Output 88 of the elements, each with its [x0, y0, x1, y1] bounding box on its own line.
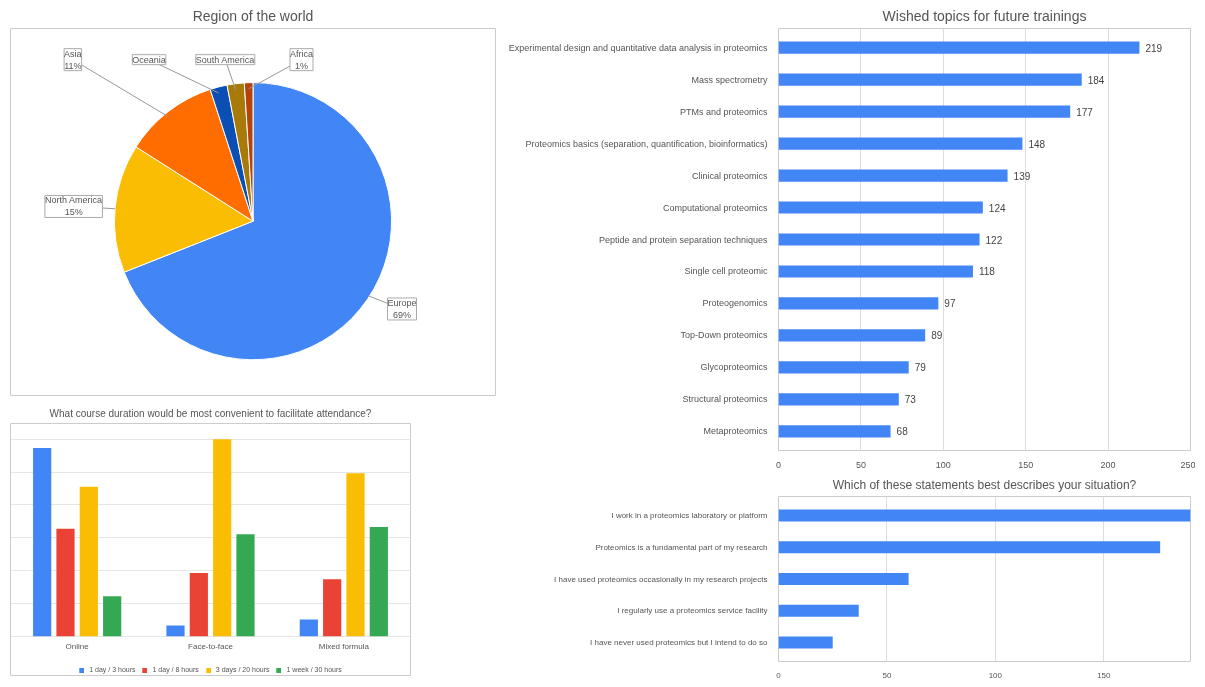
x-tick-label: 250	[1180, 459, 1196, 470]
bar	[778, 636, 833, 649]
x-tick-label: 0	[776, 670, 782, 680]
bar	[299, 619, 318, 637]
bar	[778, 105, 1071, 118]
data-label: 148	[1028, 138, 1046, 150]
data-label: 73	[904, 394, 917, 406]
data-label: 122	[985, 234, 1003, 246]
data-label: 97	[944, 298, 956, 310]
y-tick-label: Experimental design and quantitative data analysis in proteomics	[508, 42, 768, 53]
bar	[346, 473, 365, 637]
slice-label: Europe	[387, 297, 417, 308]
bar	[79, 486, 98, 637]
bar	[778, 265, 973, 278]
y-tick-label: Peptide and protein separation techniques	[598, 234, 768, 245]
chart-title: Wished topics for future trainings	[882, 7, 1087, 24]
bar	[778, 572, 909, 586]
x-tick-label: Mixed formula	[318, 642, 370, 652]
y-tick-label: Glycoproteomics	[700, 362, 768, 373]
x-tick-label: 150	[1018, 459, 1034, 470]
data-label: 1%	[295, 60, 309, 71]
y-tick-label: Proteomics basics (separation, quantification, bioinformatics)	[525, 138, 768, 149]
data-label: 184	[1087, 74, 1105, 86]
y-tick-label: Top-Down proteomics	[680, 330, 768, 341]
chart-title: Which of these statements best describes your situation?	[832, 477, 1137, 492]
y-tick-label: Proteomics is a fundamental part of my research	[595, 542, 768, 552]
bar	[778, 297, 939, 310]
slice-label: Asia	[64, 48, 82, 59]
y-tick-label: I regularly use a proteomics service facility	[617, 606, 768, 616]
data-label: 118	[978, 266, 996, 278]
data-label: 68	[896, 426, 909, 438]
bar	[103, 596, 122, 637]
slice-label: North America	[44, 195, 102, 206]
y-tick-label: PTMs and proteomics	[679, 106, 768, 117]
data-label: 79	[914, 362, 927, 374]
bar	[778, 169, 1008, 182]
data-label: 219	[1145, 42, 1163, 54]
x-tick-label: 0	[776, 459, 782, 470]
y-tick-label: Mass spectrometry	[691, 74, 768, 85]
x-tick-label: Face-to-face	[188, 642, 234, 652]
data-label: 69%	[392, 309, 411, 320]
y-tick-label: Structural proteomics	[682, 394, 768, 405]
bar	[778, 509, 1191, 522]
chart-title: Region of the world	[192, 7, 314, 24]
bar	[778, 541, 1161, 554]
bar	[778, 329, 926, 342]
bar	[236, 534, 255, 637]
bar	[166, 625, 185, 637]
bar	[778, 41, 1140, 54]
bar	[778, 73, 1082, 86]
data-label: 89	[931, 330, 943, 342]
y-tick-label: I have used proteomics occasionally in my research projects	[554, 574, 768, 584]
bar	[778, 393, 899, 406]
bar	[778, 201, 983, 214]
data-label: 11%	[64, 60, 82, 71]
bar	[189, 572, 208, 637]
y-tick-label: Clinical proteomics	[691, 170, 768, 181]
x-tick-label: 150	[1097, 670, 1111, 680]
y-tick-label: Computational proteomics	[662, 202, 768, 213]
y-tick-label: Single cell proteomic	[684, 266, 768, 277]
data-label: 177	[1076, 106, 1094, 118]
bar	[778, 604, 859, 617]
data-label: 139	[1013, 170, 1031, 182]
slice-label: Oceania	[132, 54, 166, 65]
slice-label: Africa	[290, 48, 314, 59]
x-tick-label: 50	[882, 670, 892, 680]
bar	[213, 439, 232, 637]
data-label: 124	[988, 202, 1006, 214]
bar	[778, 137, 1023, 150]
bar	[323, 579, 342, 637]
x-tick-label: 50	[855, 459, 866, 470]
x-tick-label: 200	[1100, 459, 1116, 470]
y-tick-label: I work in a proteomics laboratory or platform	[611, 511, 768, 521]
chart-title: What course duration would be most convenient to facilitate attendance?	[49, 407, 372, 419]
bar	[778, 425, 891, 438]
bar	[369, 527, 388, 637]
data-label: 15%	[64, 207, 83, 218]
y-tick-label: Proteogenomics	[702, 298, 768, 309]
x-tick-label: Online	[65, 642, 90, 652]
bar	[33, 448, 52, 637]
y-tick-label: I have never used proteomics but I intend to do so	[590, 637, 769, 647]
y-tick-label: Metaproteomics	[703, 426, 768, 437]
slice-label: South America	[195, 54, 255, 65]
bar	[778, 233, 980, 246]
x-tick-label: 100	[988, 670, 1003, 680]
bar	[56, 528, 75, 637]
x-tick-label: 100	[935, 459, 951, 470]
bar	[778, 361, 909, 374]
